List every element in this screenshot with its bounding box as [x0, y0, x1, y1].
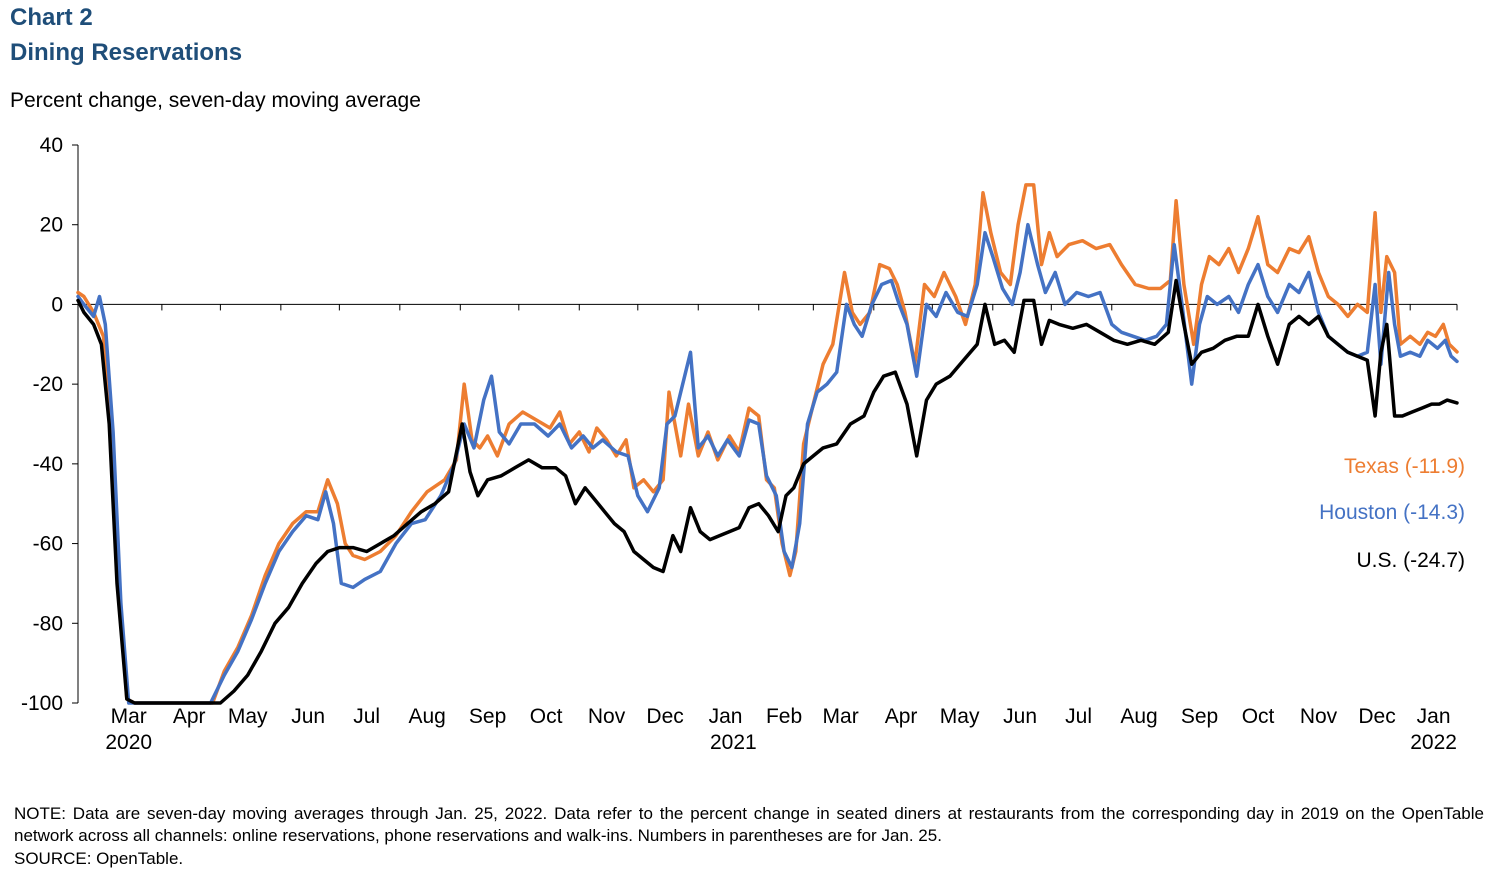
y-tick-label: -20 [33, 373, 63, 396]
y-tick-label: 20 [40, 214, 63, 237]
x-tick-label: Aug [1120, 705, 1157, 728]
x-tick-label: Sep [1181, 705, 1218, 728]
chart-title: Dining Reservations [10, 39, 243, 66]
x-year-label: 2021 [710, 731, 757, 754]
x-tick-label: Jan [709, 705, 743, 728]
chart-labels-layer: Mar Apr May Jun Jul Aug Sep Oct Nov Dec Jan Feb Mar A… [105, 455, 1465, 754]
x-tick-label: Feb [766, 705, 802, 728]
y-tick-label: -100 [21, 692, 63, 715]
x-tick-label: Jun [1003, 705, 1037, 728]
series-label-texas: Texas (-11.9) [1344, 455, 1465, 478]
x-tick-label: Sep [469, 705, 506, 728]
x-tick-label: May [228, 705, 268, 728]
series-label-us: U.S. (-24.7) [1356, 549, 1465, 572]
y-tick-label: 0 [51, 293, 63, 316]
line-chart: 40 20 0 -20 -40 -60 -80 -100 Mar Apr May Jun Jul Aug… [21, 134, 1465, 754]
x-tick-label: Dec [646, 705, 683, 728]
series-line-us [76, 278, 1459, 705]
x-tick-label: Apr [885, 705, 918, 728]
chart-source: SOURCE: OpenTable. [14, 849, 184, 868]
series-line-texas [76, 183, 1459, 705]
x-tick-label: Mar [111, 705, 147, 728]
x-tick-label: Jun [291, 705, 325, 728]
series-line-houston [76, 222, 1459, 705]
x-tick-label: Mar [823, 705, 859, 728]
y-tick-label: -60 [33, 533, 63, 556]
x-tick-label: Jul [1065, 705, 1092, 728]
x-tick-label: Nov [588, 705, 626, 728]
x-tick-label: Dec [1358, 705, 1395, 728]
x-tick-label: Jan [1417, 705, 1451, 728]
y-tick-label: -80 [33, 612, 63, 635]
chart-axes: 40 20 0 -20 -40 -60 -80 -100 [21, 134, 1458, 715]
chart-note: NOTE: Data are seven-day moving averages… [14, 804, 1484, 845]
x-tick-label: May [940, 705, 980, 728]
x-year-label: 2020 [105, 731, 152, 754]
x-tick-label: Apr [173, 705, 206, 728]
x-year-label: 2022 [1410, 731, 1457, 754]
chart-series-layer [76, 183, 1459, 705]
x-tick-label: Oct [530, 705, 563, 728]
y-tick-label: 40 [40, 134, 63, 157]
x-tick-label: Oct [1242, 705, 1275, 728]
x-tick-label: Aug [408, 705, 445, 728]
chart-number: Chart 2 [10, 4, 93, 31]
y-axis-units-label: Percent change, seven-day moving average [10, 89, 421, 112]
x-tick-label: Jul [353, 705, 380, 728]
y-tick-label: -40 [33, 453, 63, 476]
x-tick-label: Nov [1300, 705, 1338, 728]
series-label-houston: Houston (-14.3) [1319, 501, 1465, 524]
